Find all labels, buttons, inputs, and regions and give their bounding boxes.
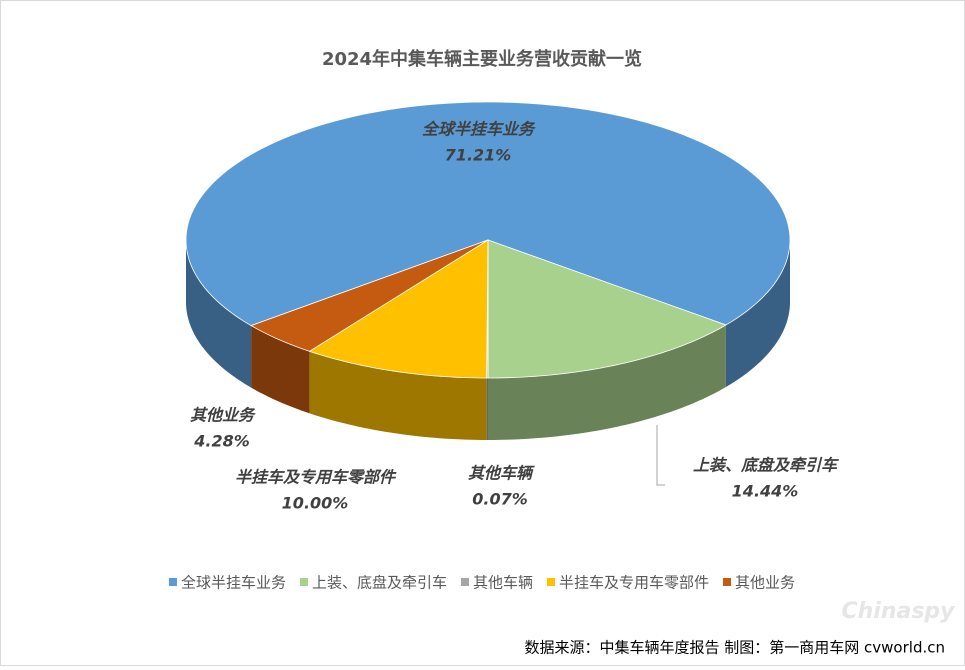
source-note: 数据来源：中集车辆年度报告 制图：第一商用车网 cvworld.cn <box>525 639 946 657</box>
data-label-value: 4.28% <box>193 432 250 451</box>
legend-swatch <box>723 578 732 586</box>
legend-label: 其他车辆 <box>473 574 533 592</box>
pie-side <box>725 240 790 387</box>
leader-line <box>656 425 665 486</box>
pie-side <box>186 240 252 388</box>
pie-side <box>486 377 488 440</box>
legend-label: 其他业务 <box>735 574 795 592</box>
pie-side <box>488 324 726 440</box>
data-label-value: 0.07% <box>472 490 528 509</box>
legend-swatch <box>547 578 556 586</box>
legend-swatch <box>168 578 177 586</box>
pie-slice <box>185 101 791 327</box>
data-label-name: 其他车辆 <box>468 464 535 483</box>
pie-slice <box>487 239 727 379</box>
legend: 全球半挂车业务 上装、底盘及牵引车 其他车辆 半挂车及专用车零部件 其他业务 <box>168 574 795 592</box>
data-label-value: 71.21% <box>445 146 512 165</box>
legend-swatch <box>299 578 308 586</box>
data-label-name: 其他业务 <box>190 406 256 425</box>
legend-label: 全球半挂车业务 <box>181 574 286 592</box>
data-label-name: 全球半挂车业务 <box>422 120 536 139</box>
data-label-name: 半挂车及专用车零部件 <box>235 468 397 487</box>
watermark: Chinaspy <box>841 599 956 624</box>
data-label-name: 上装、底盘及牵引车 <box>693 456 839 475</box>
chart-title: 2024年中集车辆主要业务营收贡献一览 <box>322 48 642 70</box>
legend-swatch <box>460 578 469 586</box>
pie-slice <box>308 239 489 379</box>
pie-slice <box>250 239 489 352</box>
pie-side <box>251 325 310 414</box>
data-label-value: 10.00% <box>282 494 349 513</box>
legend-label: 半挂车及专用车零部件 <box>559 574 709 592</box>
data-label-value: 14.44% <box>732 482 799 501</box>
legend-label: 上装、底盘及牵引车 <box>312 574 447 592</box>
pie-side <box>309 351 487 440</box>
